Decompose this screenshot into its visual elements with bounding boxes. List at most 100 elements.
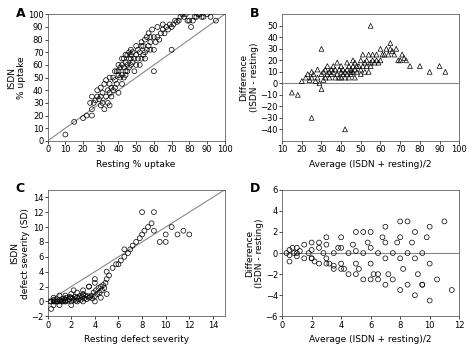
Point: [150, 47, 158, 53]
Point: [382, 256, 389, 261]
Point: [118, 56, 126, 61]
Point: [55, 299, 63, 304]
Point: [341, 69, 349, 75]
Point: [308, 256, 315, 261]
Point: [198, 14, 206, 20]
Point: [442, 69, 449, 75]
Point: [357, 67, 365, 72]
Point: [83, 113, 91, 118]
Point: [373, 52, 380, 57]
Point: [288, 90, 296, 95]
Point: [316, 80, 323, 86]
Point: [115, 90, 122, 95]
Point: [352, 248, 360, 254]
Point: [333, 60, 341, 65]
Point: [203, 12, 211, 17]
Point: [150, 209, 158, 215]
Point: [150, 68, 158, 74]
Point: [77, 297, 84, 303]
Point: [301, 256, 308, 261]
X-axis label: Average (ISDN + resting)/2: Average (ISDN + resting)/2: [310, 160, 432, 168]
Point: [294, 92, 301, 98]
Point: [324, 71, 331, 77]
Point: [159, 22, 166, 27]
Point: [85, 295, 93, 300]
Point: [182, 12, 190, 17]
Point: [122, 68, 129, 74]
Point: [298, 78, 306, 84]
Point: [71, 119, 78, 125]
Point: [58, 296, 65, 302]
Point: [290, 250, 298, 256]
Point: [337, 261, 345, 266]
Point: [143, 47, 151, 53]
Point: [84, 293, 91, 299]
Point: [187, 24, 195, 30]
Point: [329, 63, 337, 69]
Point: [194, 12, 202, 17]
Point: [357, 58, 365, 63]
Point: [136, 49, 144, 55]
Point: [120, 65, 128, 70]
Point: [374, 277, 382, 282]
Point: [359, 229, 367, 235]
Point: [323, 256, 330, 261]
Point: [124, 62, 131, 68]
Point: [132, 43, 140, 49]
Y-axis label: Difference
(ISDN - resting): Difference (ISDN - resting): [245, 218, 264, 288]
Point: [139, 43, 147, 49]
Point: [132, 62, 140, 68]
Point: [330, 250, 337, 256]
Point: [76, 293, 83, 299]
Point: [159, 27, 166, 32]
Y-axis label: ISDN
% uptake: ISDN % uptake: [7, 56, 27, 99]
Point: [448, 287, 456, 293]
Point: [363, 58, 371, 63]
Point: [302, 75, 310, 80]
Point: [50, 299, 57, 304]
Point: [79, 115, 87, 121]
Point: [117, 258, 125, 263]
Point: [111, 85, 118, 91]
Point: [180, 228, 187, 233]
Point: [109, 87, 117, 93]
Point: [319, 77, 327, 83]
Point: [53, 299, 61, 304]
Point: [361, 60, 369, 65]
Point: [396, 219, 404, 224]
Point: [337, 69, 345, 75]
Point: [138, 232, 146, 237]
Point: [347, 71, 355, 77]
Point: [305, 250, 312, 256]
Point: [100, 285, 108, 291]
Point: [152, 39, 159, 45]
Point: [306, 77, 313, 83]
Point: [207, 14, 214, 20]
Point: [46, 299, 54, 304]
Point: [389, 48, 396, 54]
Point: [355, 63, 363, 69]
Point: [333, 71, 341, 77]
Point: [377, 46, 384, 52]
Point: [351, 60, 359, 65]
Point: [74, 296, 82, 302]
Point: [62, 299, 69, 304]
Point: [141, 37, 149, 42]
Point: [97, 284, 105, 289]
Point: [414, 271, 422, 277]
Point: [139, 52, 147, 58]
Point: [377, 58, 384, 63]
Point: [106, 102, 113, 108]
Point: [103, 291, 110, 297]
Point: [349, 242, 357, 247]
Point: [349, 69, 357, 75]
Point: [341, 75, 349, 80]
Point: [108, 85, 115, 91]
Point: [383, 46, 390, 52]
Point: [386, 40, 394, 46]
Point: [73, 290, 81, 295]
Point: [136, 62, 144, 68]
Point: [79, 287, 87, 293]
Point: [50, 297, 57, 303]
Point: [396, 256, 404, 261]
